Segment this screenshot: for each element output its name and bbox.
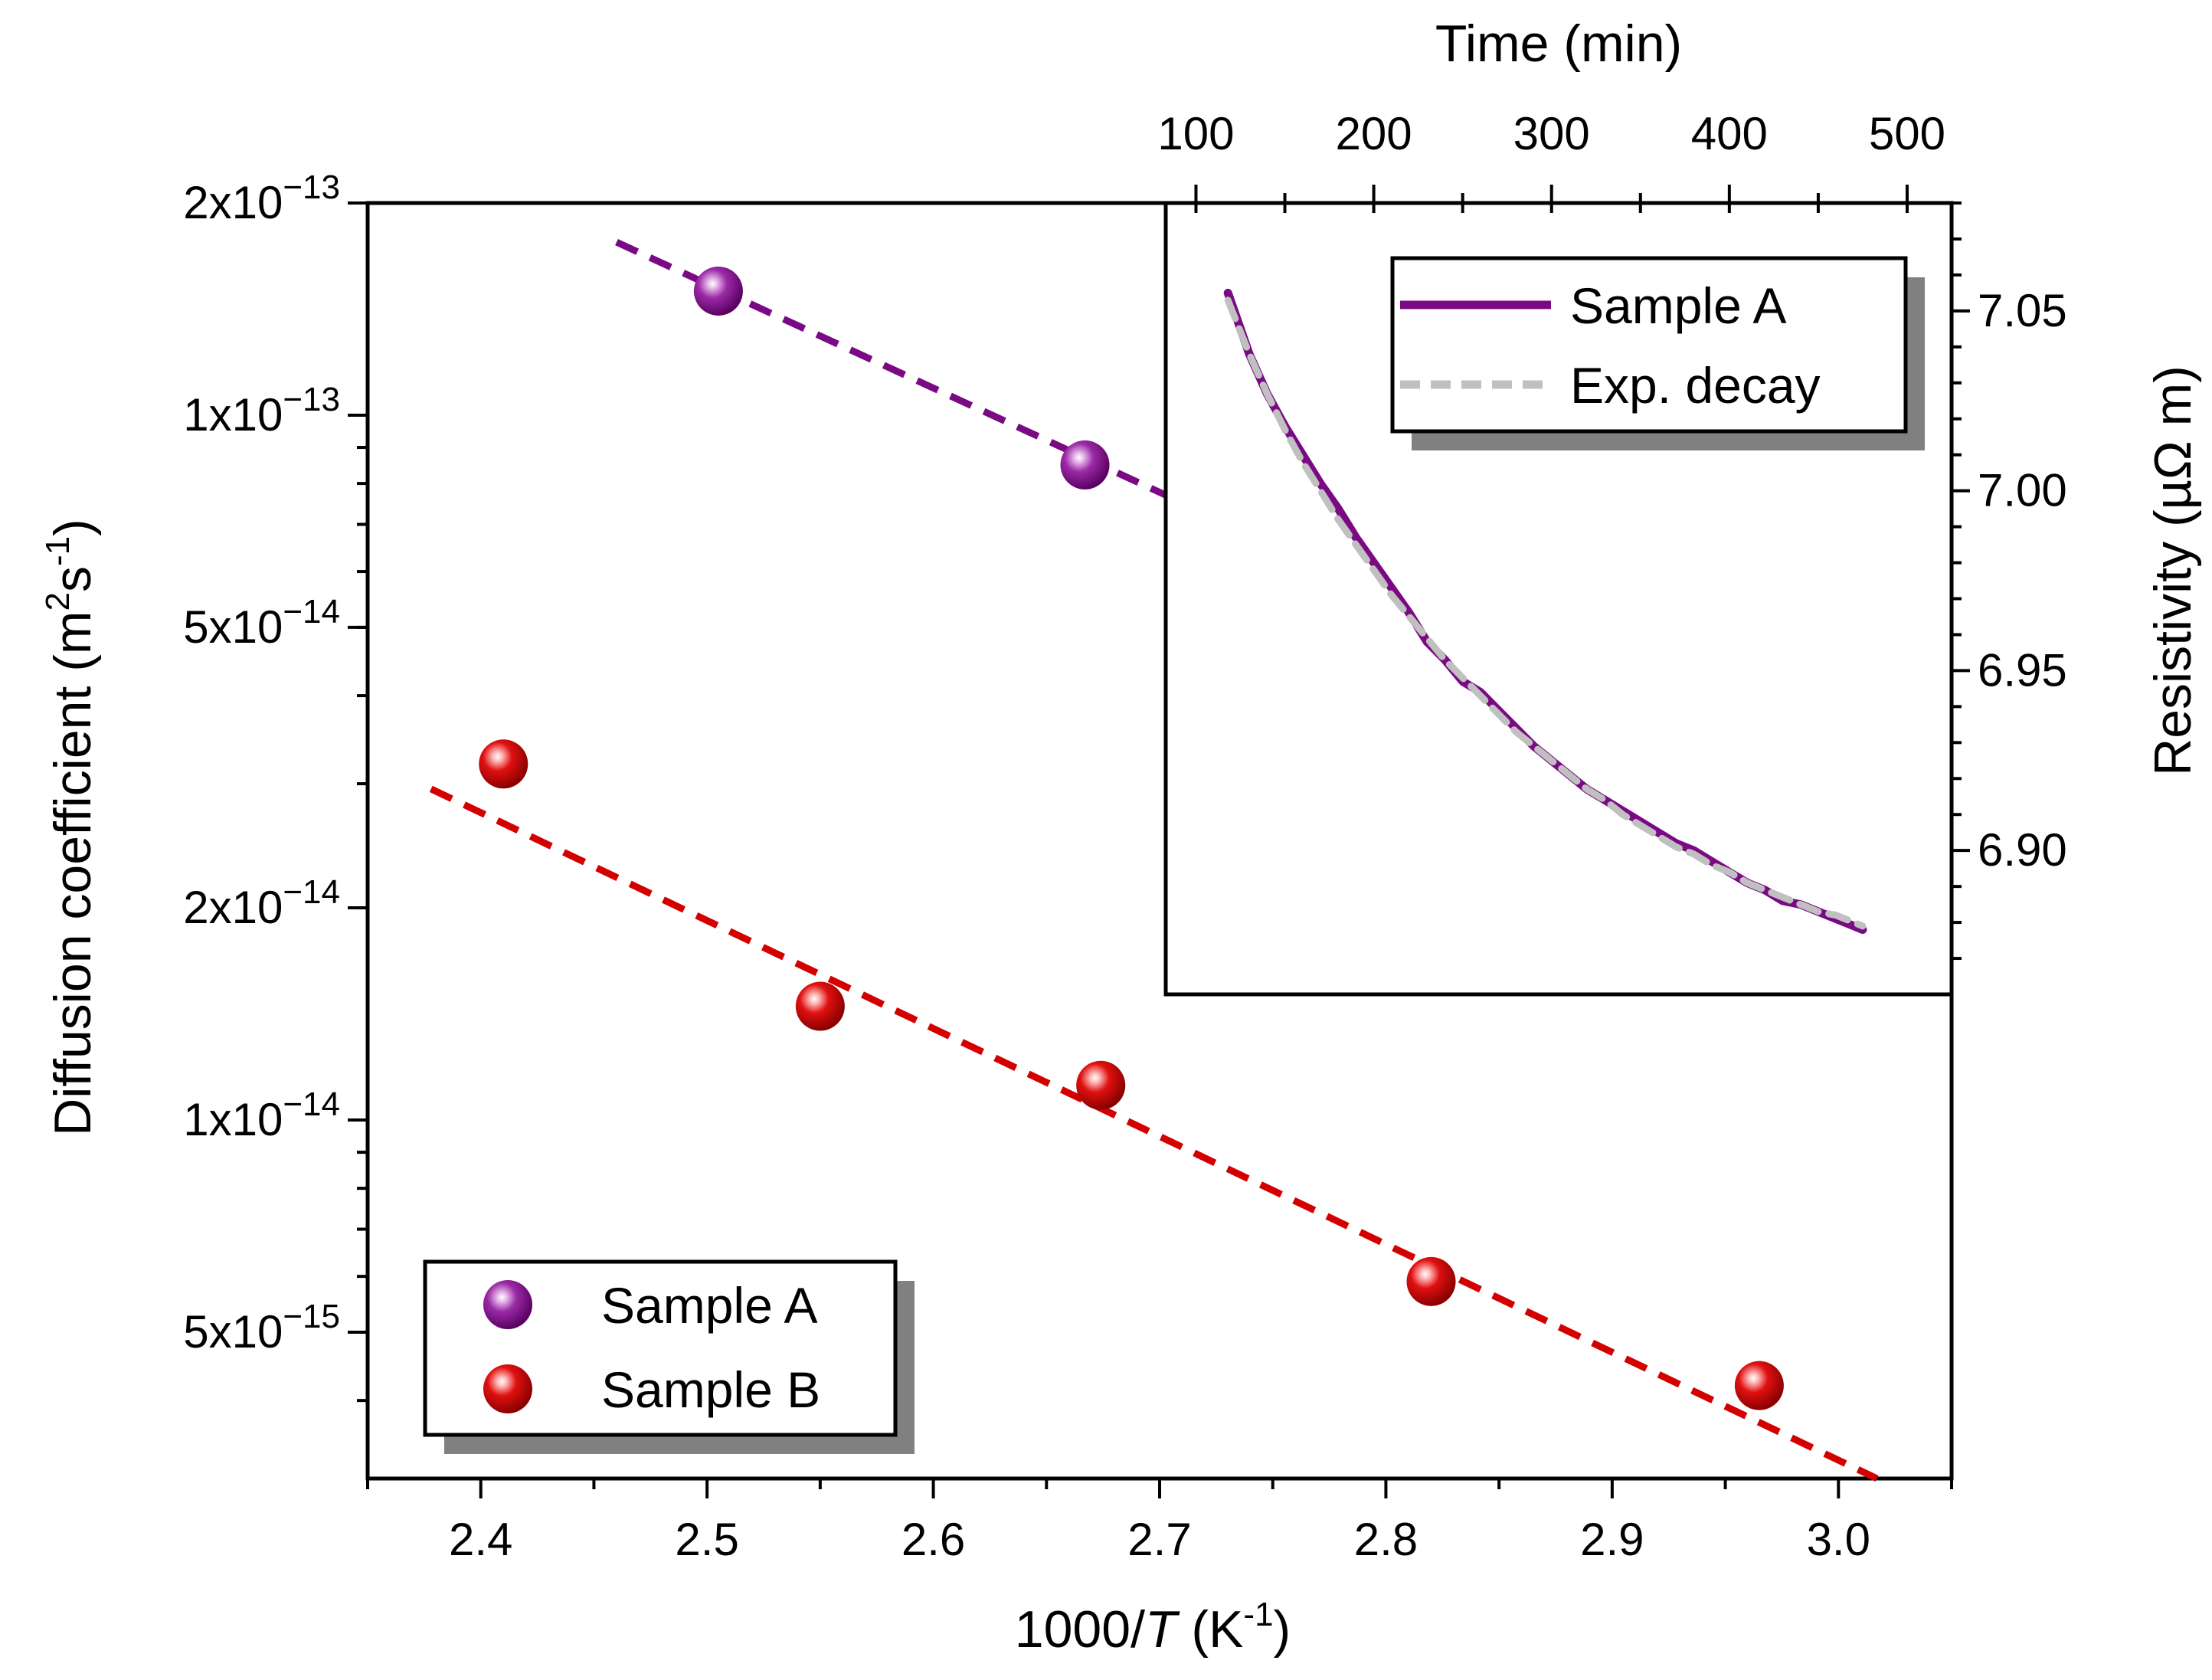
inset-y-tick-label: 7.00 (1978, 465, 2067, 516)
x-tick-label: 2.6 (901, 1514, 965, 1565)
inset-right-y-axis: 7.05 7.00 6.95 6.90 (1952, 201, 2067, 961)
main-data-points (479, 266, 1784, 1410)
legend-label-sample-a: Sample A (601, 1277, 818, 1334)
x-tick-label: 2.4 (449, 1514, 512, 1565)
inset-x-tick-label: 300 (1513, 108, 1590, 159)
inset-top-x-axis: 100 200 300 400 500 (1157, 108, 1945, 213)
data-point-sample-b (1406, 1256, 1456, 1306)
y-tick-label: 1x10−14 (183, 1086, 340, 1145)
data-point-sample-b (795, 981, 845, 1031)
data-point-sample-b (479, 739, 528, 789)
legend-label-inset-sample-a: Sample A (1570, 277, 1787, 334)
inset-y-tick-label: 7.05 (1978, 285, 2067, 336)
main-x-axis: 2.4 2.5 2.6 2.7 2.8 2.9 3.0 (366, 1479, 1953, 1565)
legend-label-sample-b: Sample B (601, 1361, 820, 1418)
data-point-sample-a (693, 266, 743, 316)
inset-x-axis-label: Time (min) (1435, 15, 1682, 73)
data-point-sample-b (1076, 1060, 1126, 1110)
x-tick-label: 2.8 (1354, 1514, 1418, 1565)
legend-label-exp-decay: Exp. decay (1570, 357, 1821, 414)
data-point-sample-a (1060, 440, 1110, 490)
y-tick-label: 2x10−13 (183, 169, 340, 228)
legend-marker-sample-a (483, 1280, 532, 1329)
y-tick-label: 1x10−13 (183, 381, 340, 440)
inset-y-axis-label: Resistivity (µΩ m) (2144, 365, 2202, 776)
inset-legend: Sample A Exp. decay (1390, 256, 1925, 450)
main-y-axis: 2x10−13 1x10−13 5x10−14 2x10−14 1x10−14 5x10−… (183, 169, 368, 1403)
main-legend: Sample A Sample B (423, 1259, 915, 1454)
x-tick-label: 2.9 (1580, 1514, 1644, 1565)
y-tick-label: 5x10−15 (183, 1298, 340, 1357)
inset-x-tick-label: 100 (1157, 108, 1234, 159)
inset-x-tick-label: 400 (1691, 108, 1768, 159)
inset-series-lines (1223, 288, 1867, 934)
legend-marker-sample-b (483, 1364, 532, 1413)
fit-line-sample-b (429, 785, 1879, 1482)
main-x-axis-label: 1000/T (K-1) (1015, 1596, 1291, 1659)
inset-x-tick-label: 500 (1869, 108, 1945, 159)
inset-chart: 100 200 300 400 500 7.05 7.00 6.95 6.90 Time (m… (1157, 15, 2202, 997)
inset-y-tick-label: 6.90 (1978, 824, 2067, 876)
x-tick-label: 2.5 (675, 1514, 738, 1565)
x-tick-label: 2.7 (1127, 1514, 1191, 1565)
data-point-sample-b (1734, 1361, 1784, 1410)
inset-line-exp-decay (1224, 296, 1867, 930)
inset-y-tick-label: 6.95 (1978, 644, 2067, 696)
inset-x-tick-label: 200 (1336, 108, 1412, 159)
main-y-axis-label: Diffusion coefficient (m2s-1) (39, 519, 102, 1136)
x-tick-label: 3.0 (1807, 1514, 1870, 1565)
y-tick-label: 5x10−14 (183, 593, 340, 653)
y-tick-label: 2x10−14 (183, 873, 340, 933)
